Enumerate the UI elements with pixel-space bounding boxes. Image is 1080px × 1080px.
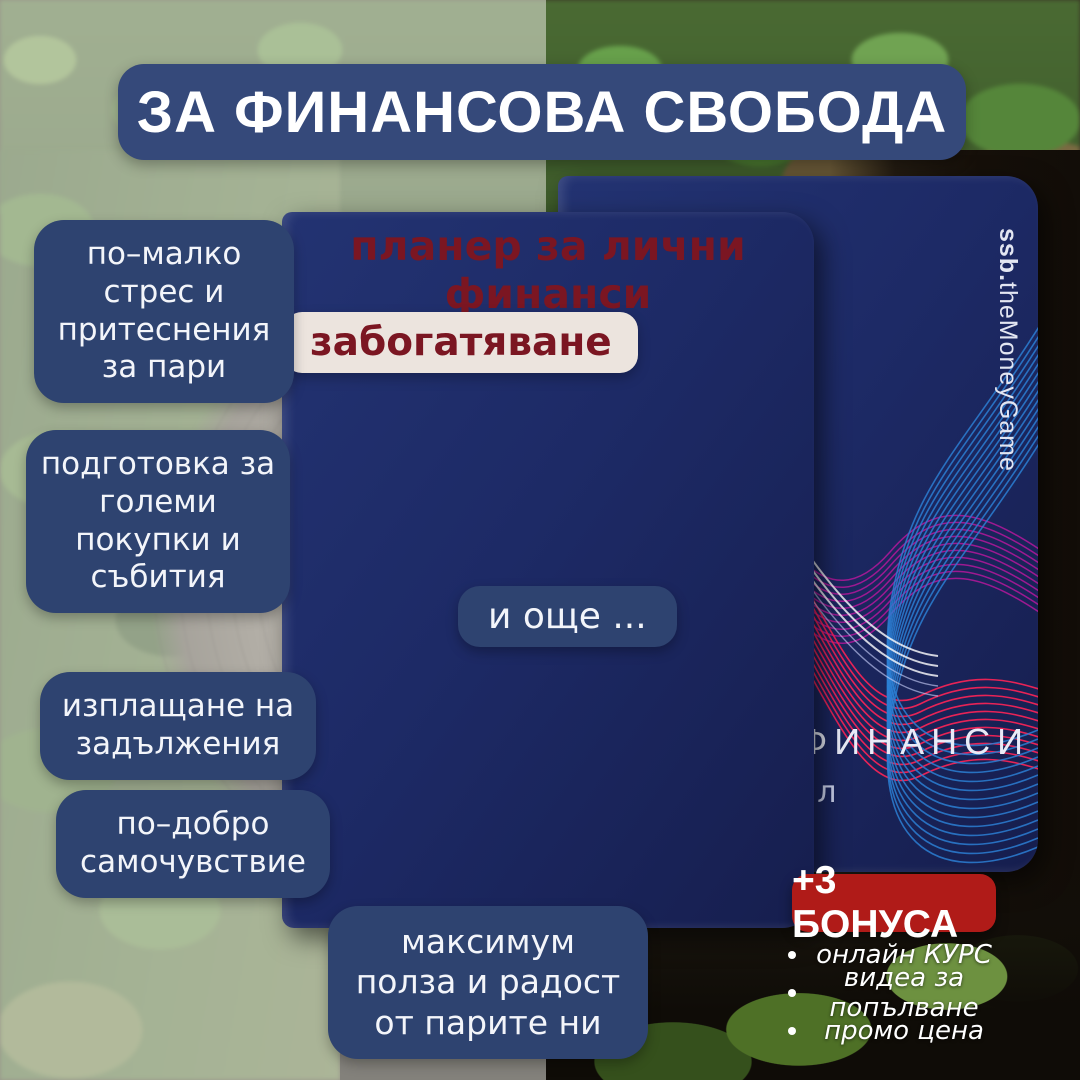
bonus-item-label: онлайн КУРС — [816, 939, 992, 970]
bonus-list: онлайн КУРС видеа за попълване промо цен… — [774, 938, 1034, 1047]
bubble-less-stress: по–малко стрес и притеснения за пари — [34, 220, 294, 404]
headline-banner: ЗА ФИНАНСОВА СВОБОДА — [118, 64, 966, 160]
bonus-item-label: промо цена — [824, 1015, 984, 1046]
badge-get-rich: забогатяване — [284, 312, 638, 373]
list-item: онлайн КУРС — [774, 938, 1034, 971]
brand-bold: ssb. — [994, 228, 1022, 283]
bubble-maximum-joy: максимум полза и радост от парите ни — [328, 906, 648, 1059]
headline-text: ЗА ФИНАНСОВА СВОБОДА — [136, 79, 948, 145]
bonus-item-label: видеа за попълване — [829, 962, 979, 1023]
bullet-dot-icon — [788, 950, 796, 959]
brand-rest: theMoneyGame — [994, 282, 1022, 472]
bullet-dot-icon — [788, 988, 796, 997]
badge-and-more: и още ... — [458, 586, 677, 647]
list-item: промо цена — [774, 1014, 1034, 1047]
brand-vertical-text: ssb.theMoneyGame — [993, 228, 1022, 472]
bubble-pay-debts: изплащане на задължения — [40, 672, 316, 780]
bubble-big-purchases: подготовка за големи покупки и събития — [26, 430, 290, 614]
bullet-dot-icon — [788, 1026, 796, 1035]
bubble-confidence: по–добро самочувствие — [56, 790, 330, 898]
list-item: видеа за попълване — [774, 963, 1034, 1023]
badge-3-bonuses: +3 БОНУСА — [792, 859, 996, 946]
